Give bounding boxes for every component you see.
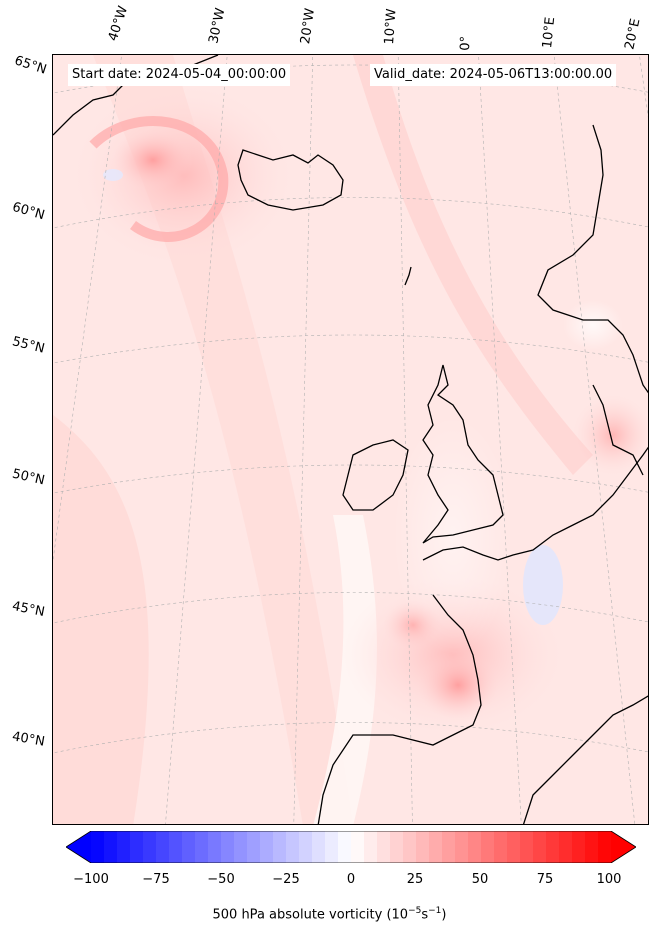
colorbar-svg (66, 831, 636, 863)
colorbar-segment (299, 831, 313, 863)
colorbar-segment (416, 831, 430, 863)
colorbar-tick: −25 (272, 872, 300, 887)
lat-label-60n: 60°N (10, 199, 47, 224)
colorbar-segment (403, 831, 417, 863)
colorbar-segment (481, 831, 495, 863)
lon-label-30w: 30°W (206, 6, 229, 45)
colorbar-segment (104, 831, 118, 863)
lon-label-20e: 20°E (622, 17, 644, 52)
map-canvas (53, 55, 648, 824)
colorbar-segment (247, 831, 261, 863)
colorbar (66, 831, 636, 863)
colorbar-segment (234, 831, 248, 863)
colorbar-segment (208, 831, 222, 863)
colorbar-tick: 100 (596, 872, 622, 887)
field-low (563, 300, 623, 350)
vorticity-map (52, 54, 649, 825)
colorbar-extend-min (66, 831, 91, 863)
lon-label-0: 0° (458, 35, 474, 51)
colorbar-tick: 25 (406, 872, 424, 887)
colorbar-segment (273, 831, 287, 863)
colorbar-segment (169, 831, 183, 863)
lat-label-55n: 55°N (10, 334, 47, 357)
field-negative (523, 545, 563, 625)
start-date-label: Start date: 2024-05-04_00:00:00 (68, 64, 291, 86)
colorbar-segment (91, 831, 105, 863)
colorbar-tick: 50 (471, 872, 489, 887)
lat-label-40n: 40°N (10, 729, 46, 750)
colorbar-tick: −50 (207, 872, 235, 887)
colorbar-extend-max (611, 831, 636, 863)
colorbar-segment (117, 831, 131, 863)
colorbar-segment (572, 831, 586, 863)
colorbar-segment (429, 831, 443, 863)
colorbar-segment (546, 831, 560, 863)
colorbar-segment (156, 831, 170, 863)
colorbar-segment (533, 831, 547, 863)
colorbar-tick: −75 (142, 872, 170, 887)
colorbar-segment (468, 831, 482, 863)
iceland-coast (237, 149, 344, 211)
field-negative (103, 169, 123, 181)
faroe-coast (404, 266, 412, 286)
colorbar-segment (286, 831, 300, 863)
norway-coast (537, 124, 648, 394)
field-swirl (113, 130, 193, 190)
colorbar-segment (143, 831, 157, 863)
field-band (93, 55, 353, 824)
mediterranean-coast (522, 695, 648, 824)
colorbar-segment (221, 831, 235, 863)
colorbar-segment (520, 831, 534, 863)
colorbar-segment (130, 831, 144, 863)
denmark-coast (592, 384, 644, 476)
colorbar-tick: 0 (346, 872, 356, 887)
colorbar-segment (585, 831, 599, 863)
field-vortex (418, 650, 498, 720)
field-band (353, 55, 593, 475)
field-band (53, 415, 149, 824)
lat-label-50n: 50°N (10, 466, 47, 489)
biscay-coast (317, 594, 482, 824)
colorbar-segment (351, 831, 365, 863)
colorbar-tick: 75 (536, 872, 554, 887)
great-britain-coast (422, 364, 504, 544)
colorbar-segment (338, 831, 352, 863)
lon-label-20w: 20°W (298, 7, 318, 45)
field-swirl-arm (89, 116, 229, 242)
colorbar-segment (182, 831, 196, 863)
colorbar-segment (364, 831, 378, 863)
ireland-coast (342, 439, 409, 511)
colorbar-segment (494, 831, 508, 863)
colorbar-segment (390, 831, 404, 863)
colorbar-segment (195, 831, 209, 863)
colorbar-segment (559, 831, 573, 863)
colorbar-segment (377, 831, 391, 863)
colorbar-segment (598, 831, 612, 863)
colorbar-tick: −100 (73, 872, 109, 887)
lon-label-10e: 10°E (540, 16, 559, 50)
lat-label-45n: 45°N (10, 599, 46, 620)
colorbar-segment (507, 831, 521, 863)
lon-label-10w: 10°W (382, 8, 400, 45)
colorbar-segment (325, 831, 339, 863)
colorbar-label: 500 hPa absolute vorticity (10−5s−1) (212, 906, 447, 923)
colorbar-segment (260, 831, 274, 863)
colorbar-segment (312, 831, 326, 863)
colorbar-segment (455, 831, 469, 863)
colorbar-segment (442, 831, 456, 863)
valid-date-label: Valid_date: 2024-05-06T13:00:00.00 (370, 64, 617, 86)
france-north-coast (422, 446, 648, 561)
lat-label-65n: 65°N (12, 53, 49, 78)
lon-label-40w: 40°W (105, 4, 132, 43)
